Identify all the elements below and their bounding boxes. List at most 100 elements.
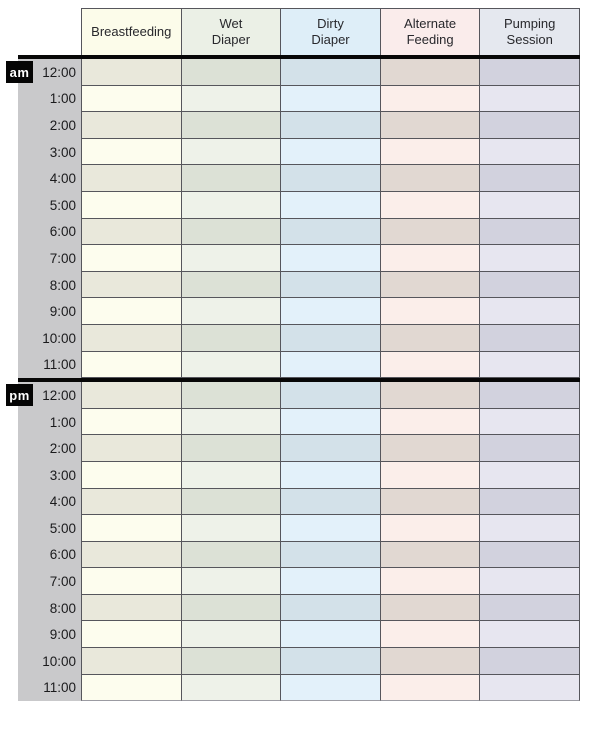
log-entry-cell-pumping-session[interactable] (479, 435, 580, 462)
log-entry-cell-pumping-session[interactable] (479, 648, 580, 675)
log-entry-cell-breastfeeding[interactable] (81, 435, 181, 462)
log-entry-cell-breastfeeding[interactable] (81, 85, 181, 113)
log-entry-cell-wet-diaper[interactable] (180, 112, 281, 139)
log-entry-cell-alternate-feeding[interactable] (379, 271, 480, 299)
log-entry-cell-breastfeeding[interactable] (81, 218, 181, 246)
log-entry-cell-dirty-diaper[interactable] (280, 324, 380, 352)
log-entry-cell-alternate-feeding[interactable] (379, 112, 480, 139)
log-entry-cell-breastfeeding[interactable] (81, 59, 181, 86)
log-entry-cell-dirty-diaper[interactable] (280, 515, 380, 542)
log-entry-cell-breastfeeding[interactable] (81, 594, 181, 622)
log-entry-cell-dirty-diaper[interactable] (280, 218, 380, 246)
log-entry-cell-breastfeeding[interactable] (81, 461, 181, 489)
log-entry-cell-dirty-diaper[interactable] (280, 568, 380, 595)
log-entry-cell-breastfeeding[interactable] (81, 351, 181, 379)
log-entry-cell-wet-diaper[interactable] (180, 138, 281, 166)
log-entry-cell-pumping-session[interactable] (479, 461, 580, 489)
log-entry-cell-wet-diaper[interactable] (180, 648, 281, 675)
log-entry-cell-pumping-session[interactable] (479, 674, 580, 702)
log-entry-cell-alternate-feeding[interactable] (379, 541, 480, 569)
log-entry-cell-dirty-diaper[interactable] (280, 351, 380, 379)
log-entry-cell-breastfeeding[interactable] (81, 408, 181, 436)
log-entry-cell-alternate-feeding[interactable] (379, 408, 480, 436)
log-entry-cell-pumping-session[interactable] (479, 351, 580, 379)
log-entry-cell-alternate-feeding[interactable] (379, 85, 480, 113)
log-entry-cell-dirty-diaper[interactable] (280, 594, 380, 622)
log-entry-cell-wet-diaper[interactable] (180, 382, 281, 409)
log-entry-cell-pumping-session[interactable] (479, 245, 580, 272)
log-entry-cell-wet-diaper[interactable] (180, 594, 281, 622)
log-entry-cell-pumping-session[interactable] (479, 568, 580, 595)
log-entry-cell-pumping-session[interactable] (479, 112, 580, 139)
log-entry-cell-dirty-diaper[interactable] (280, 59, 380, 86)
log-entry-cell-breastfeeding[interactable] (81, 271, 181, 299)
log-entry-cell-wet-diaper[interactable] (180, 271, 281, 299)
log-entry-cell-dirty-diaper[interactable] (280, 648, 380, 675)
log-entry-cell-dirty-diaper[interactable] (280, 541, 380, 569)
log-entry-cell-pumping-session[interactable] (479, 488, 580, 516)
log-entry-cell-dirty-diaper[interactable] (280, 112, 380, 139)
log-entry-cell-wet-diaper[interactable] (180, 351, 281, 379)
log-entry-cell-wet-diaper[interactable] (180, 191, 281, 219)
log-entry-cell-alternate-feeding[interactable] (379, 674, 480, 702)
log-entry-cell-dirty-diaper[interactable] (280, 621, 380, 649)
log-entry-cell-alternate-feeding[interactable] (379, 515, 480, 542)
log-entry-cell-pumping-session[interactable] (479, 515, 580, 542)
log-entry-cell-alternate-feeding[interactable] (379, 568, 480, 595)
log-entry-cell-pumping-session[interactable] (479, 541, 580, 569)
log-entry-cell-pumping-session[interactable] (479, 85, 580, 113)
log-entry-cell-breastfeeding[interactable] (81, 568, 181, 595)
log-entry-cell-dirty-diaper[interactable] (280, 461, 380, 489)
log-entry-cell-pumping-session[interactable] (479, 218, 580, 246)
log-entry-cell-dirty-diaper[interactable] (280, 488, 380, 516)
log-entry-cell-pumping-session[interactable] (479, 382, 580, 409)
log-entry-cell-pumping-session[interactable] (479, 324, 580, 352)
log-entry-cell-alternate-feeding[interactable] (379, 218, 480, 246)
log-entry-cell-wet-diaper[interactable] (180, 568, 281, 595)
log-entry-cell-pumping-session[interactable] (479, 59, 580, 86)
log-entry-cell-dirty-diaper[interactable] (280, 138, 380, 166)
log-entry-cell-pumping-session[interactable] (479, 271, 580, 299)
log-entry-cell-alternate-feeding[interactable] (379, 191, 480, 219)
log-entry-cell-breastfeeding[interactable] (81, 674, 181, 702)
log-entry-cell-wet-diaper[interactable] (180, 408, 281, 436)
log-entry-cell-wet-diaper[interactable] (180, 461, 281, 489)
log-entry-cell-dirty-diaper[interactable] (280, 382, 380, 409)
log-entry-cell-wet-diaper[interactable] (180, 298, 281, 325)
log-entry-cell-breastfeeding[interactable] (81, 541, 181, 569)
log-entry-cell-breastfeeding[interactable] (81, 515, 181, 542)
log-entry-cell-dirty-diaper[interactable] (280, 674, 380, 702)
log-entry-cell-breastfeeding[interactable] (81, 621, 181, 649)
log-entry-cell-wet-diaper[interactable] (180, 435, 281, 462)
log-entry-cell-dirty-diaper[interactable] (280, 298, 380, 325)
log-entry-cell-alternate-feeding[interactable] (379, 324, 480, 352)
log-entry-cell-wet-diaper[interactable] (180, 165, 281, 192)
log-entry-cell-wet-diaper[interactable] (180, 541, 281, 569)
log-entry-cell-pumping-session[interactable] (479, 191, 580, 219)
log-entry-cell-alternate-feeding[interactable] (379, 165, 480, 192)
log-entry-cell-pumping-session[interactable] (479, 621, 580, 649)
log-entry-cell-pumping-session[interactable] (479, 138, 580, 166)
log-entry-cell-alternate-feeding[interactable] (379, 351, 480, 379)
log-entry-cell-pumping-session[interactable] (479, 165, 580, 192)
log-entry-cell-wet-diaper[interactable] (180, 218, 281, 246)
log-entry-cell-dirty-diaper[interactable] (280, 408, 380, 436)
log-entry-cell-dirty-diaper[interactable] (280, 271, 380, 299)
log-entry-cell-breastfeeding[interactable] (81, 648, 181, 675)
log-entry-cell-breastfeeding[interactable] (81, 112, 181, 139)
log-entry-cell-breastfeeding[interactable] (81, 191, 181, 219)
log-entry-cell-wet-diaper[interactable] (180, 621, 281, 649)
log-entry-cell-alternate-feeding[interactable] (379, 138, 480, 166)
log-entry-cell-breastfeeding[interactable] (81, 138, 181, 166)
log-entry-cell-alternate-feeding[interactable] (379, 488, 480, 516)
log-entry-cell-alternate-feeding[interactable] (379, 461, 480, 489)
log-entry-cell-breastfeeding[interactable] (81, 488, 181, 516)
log-entry-cell-pumping-session[interactable] (479, 408, 580, 436)
log-entry-cell-dirty-diaper[interactable] (280, 165, 380, 192)
log-entry-cell-breastfeeding[interactable] (81, 324, 181, 352)
log-entry-cell-wet-diaper[interactable] (180, 515, 281, 542)
log-entry-cell-alternate-feeding[interactable] (379, 245, 480, 272)
log-entry-cell-dirty-diaper[interactable] (280, 85, 380, 113)
log-entry-cell-wet-diaper[interactable] (180, 674, 281, 702)
log-entry-cell-alternate-feeding[interactable] (379, 621, 480, 649)
